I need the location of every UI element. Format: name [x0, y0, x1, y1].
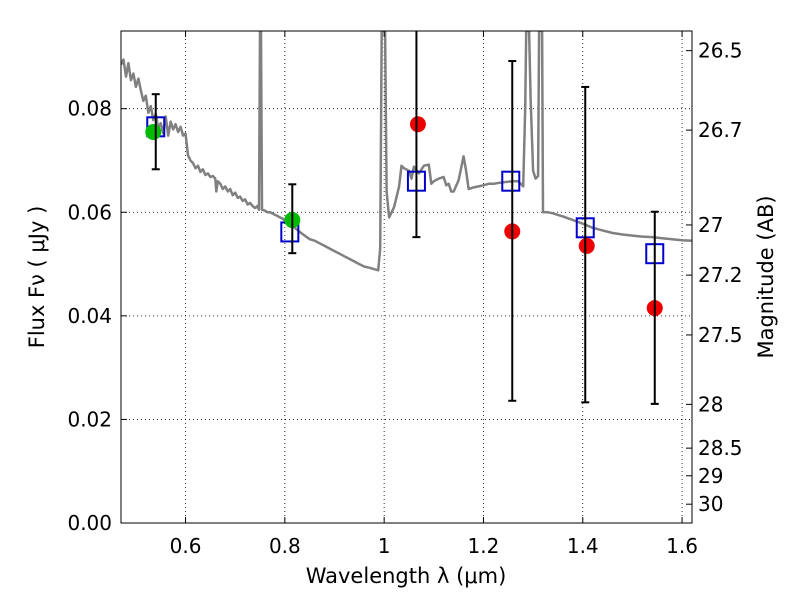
y-axis-label: Flux Fν ( μJy ) [25, 206, 49, 349]
mag-tick-label: 30 [698, 492, 723, 516]
mag-tick-label: 29 [698, 464, 723, 488]
red-data-point [409, 116, 426, 133]
x-tick-label: 0.6 [170, 534, 202, 558]
y-axis-right-label: Magnitude (AB) [754, 195, 778, 358]
x-axis-label: Wavelength λ (μm) [306, 564, 507, 588]
y-tick-label: 0.06 [67, 200, 112, 224]
y-tick-label: 0.02 [67, 407, 112, 431]
y-tick-label: 0.00 [67, 511, 112, 535]
mag-tick-label: 28.5 [698, 436, 743, 460]
red-data-point [578, 237, 595, 254]
y-tick-label: 0.04 [67, 304, 112, 328]
x-tick-label: 1 [378, 534, 391, 558]
mag-tick-label: 26.5 [698, 39, 743, 63]
mag-tick-label: 28 [698, 392, 723, 416]
mag-tick-label: 27 [698, 213, 723, 237]
spectrum-line [121, 31, 692, 272]
mag-tick-label: 26.7 [698, 118, 743, 142]
x-tick-label: 0.8 [269, 534, 301, 558]
plot-area [121, 31, 692, 523]
green-data-point [145, 123, 162, 140]
y-tick-label: 0.08 [67, 97, 112, 121]
axes: 0.6 0.8 1 1.2 1.4 1.6 0.00 0.02 0.04 0.06 0.08 26.5… [67, 31, 743, 558]
x-tick-label: 1.2 [468, 534, 500, 558]
x-tick-label: 1.4 [567, 534, 599, 558]
series-layer [121, 31, 692, 405]
plot-frame [120, 30, 693, 524]
model-point [501, 170, 521, 192]
mag-tick-label: 27.5 [698, 323, 743, 347]
mag-tick-label: 27.2 [698, 263, 743, 287]
x-tick-label: 1.6 [666, 534, 698, 558]
